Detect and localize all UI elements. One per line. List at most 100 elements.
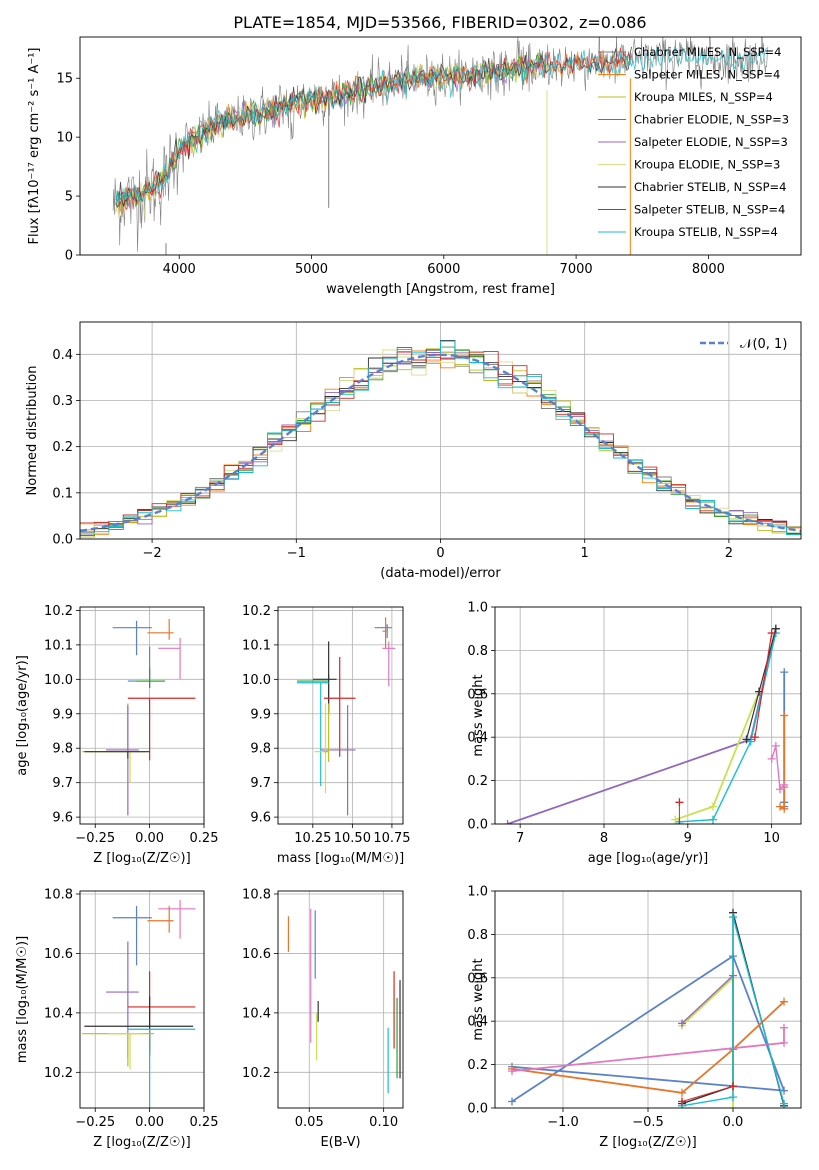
panel-weight_vs_age: 7 8 9 10 0.0 0.2 0.4 0.6 0.8 1.0 age [log₁₀(age/yr… bbox=[467, 601, 802, 866]
x-tick-label: 8 bbox=[600, 831, 608, 846]
plot-area bbox=[80, 339, 801, 538]
x-tick-label: 9 bbox=[684, 831, 692, 846]
y-tick-label: 10.4 bbox=[44, 1006, 73, 1021]
legend-label: Salpeter STELIB, N_SSP=4 bbox=[634, 203, 785, 217]
y-tick-label: 9.8 bbox=[52, 742, 73, 757]
weight-line bbox=[779, 715, 786, 811]
weight-marker bbox=[767, 629, 776, 638]
y-tick-label: 0.4 bbox=[467, 1015, 488, 1030]
weight-line bbox=[511, 1001, 785, 1094]
x-tick-label: 0.05 bbox=[295, 1115, 324, 1130]
weight-marker bbox=[742, 735, 751, 744]
weight-marker bbox=[750, 733, 759, 742]
weight-marker bbox=[776, 802, 785, 811]
weight-marker bbox=[767, 754, 776, 763]
y-tick-label: 1.0 bbox=[467, 885, 488, 900]
x-axis-label: Z [log₁₀(Z/Z☉)] bbox=[599, 1135, 696, 1150]
y-tick-label: 9.8 bbox=[250, 742, 271, 757]
x-tick-label: 0.0 bbox=[723, 1115, 744, 1130]
weight-marker bbox=[508, 1097, 516, 1106]
panel-spectrum: 4000 5000 6000 7000 8000 0 5 10 15 wavelength [An… bbox=[27, 36, 802, 297]
y-tick-label: 10.2 bbox=[242, 1066, 271, 1081]
y-tick-label: 0.3 bbox=[52, 394, 73, 409]
y-tick-label: 0.6 bbox=[467, 687, 488, 702]
y-tick-label: 9.9 bbox=[52, 707, 73, 722]
y-tick-label: 9.6 bbox=[250, 811, 271, 826]
y-axis-label: mass weight bbox=[471, 674, 486, 756]
weight-marker bbox=[780, 1038, 788, 1047]
panel-age_vs_mass: 10.25 10.50 10.75 9.6 9.7 9.8 9.9 10.0 10.1 10.2 m… bbox=[242, 604, 410, 866]
weight-marker bbox=[780, 1099, 788, 1108]
hist-step-s_stelib bbox=[80, 351, 801, 534]
y-tick-label: 9.7 bbox=[250, 776, 271, 791]
axes-frame bbox=[79, 606, 205, 825]
legend-label: Chabrier ELODIE, N_SSP=3 bbox=[634, 113, 789, 127]
weight-marker bbox=[771, 741, 780, 750]
x-tick-label: 7000 bbox=[560, 262, 593, 277]
legend-label: 𝒩(0, 1) bbox=[740, 337, 787, 352]
y-tick-label: 0.2 bbox=[467, 774, 488, 789]
weight-marker bbox=[729, 913, 737, 922]
weight-marker bbox=[780, 711, 789, 720]
y-axis-label: Flux [fλ10⁻¹⁷ erg cm⁻² s⁻¹ A⁻¹] bbox=[27, 48, 42, 245]
model-line-s_elodie bbox=[115, 55, 548, 212]
y-tick-label: 0.2 bbox=[467, 1058, 488, 1073]
y-tick-label: 0.4 bbox=[52, 348, 73, 363]
weight-marker bbox=[780, 1023, 788, 1032]
x-tick-label: 5000 bbox=[295, 262, 328, 277]
y-tick-label: 15 bbox=[56, 72, 73, 87]
model-line-k_stelib bbox=[115, 46, 767, 205]
y-tick-label: 0.1 bbox=[52, 486, 73, 501]
x-axis-label: age [log₁₀(age/yr)] bbox=[588, 851, 709, 866]
y-tick-label: 0.4 bbox=[467, 731, 488, 746]
weight-marker bbox=[671, 815, 680, 824]
x-tick-label: −0.5 bbox=[632, 1115, 664, 1130]
x-axis-label: Z [log₁₀(Z/Z☉)] bbox=[93, 851, 190, 866]
legend-label: Chabrier MILES, N_SSP=4 bbox=[634, 45, 781, 59]
weight-marker bbox=[780, 997, 788, 1006]
y-tick-label: 10.2 bbox=[44, 1066, 73, 1081]
weight-marker bbox=[780, 1086, 788, 1095]
y-tick-label: 9.9 bbox=[250, 707, 271, 722]
x-tick-label: 10.75 bbox=[373, 831, 410, 846]
weight-marker bbox=[708, 802, 717, 811]
weight-marker bbox=[503, 820, 512, 824]
x-tick-label: 8000 bbox=[692, 262, 725, 277]
y-tick-label: 1.0 bbox=[467, 601, 488, 616]
plot-area bbox=[112, 37, 769, 255]
weight-line bbox=[681, 916, 785, 1107]
weight-marker bbox=[729, 1082, 737, 1091]
weight-line bbox=[771, 745, 785, 791]
x-tick-label: 10 bbox=[763, 831, 780, 846]
x-axis-label: wavelength [Angstrom, rest frame] bbox=[326, 282, 555, 297]
figure-title: PLATE=1854, MJD=53566, FIBERID=0302, z=0… bbox=[233, 13, 646, 32]
x-axis-label: Z [log₁₀(Z/Z☉)] bbox=[93, 1135, 190, 1150]
y-tick-label: 10.1 bbox=[242, 638, 271, 653]
x-tick-label: 0.25 bbox=[190, 1115, 219, 1130]
plot-area bbox=[508, 908, 788, 1108]
weight-marker bbox=[678, 1088, 686, 1097]
weight-marker bbox=[780, 668, 789, 677]
y-tick-label: 5 bbox=[65, 190, 73, 205]
weight-marker bbox=[780, 804, 789, 813]
weight-line bbox=[754, 632, 773, 738]
legend-label: Chabrier STELIB, N_SSP=4 bbox=[634, 180, 786, 194]
legend-label: Kroupa ELODIE, N_SSP=3 bbox=[634, 158, 780, 172]
x-tick-label: −0.25 bbox=[75, 831, 115, 846]
weight-marker bbox=[675, 820, 684, 824]
y-tick-label: 10.2 bbox=[44, 604, 73, 619]
y-tick-label: 10.8 bbox=[242, 887, 271, 902]
x-tick-label: 0.00 bbox=[135, 1115, 164, 1130]
y-tick-label: 0.8 bbox=[467, 644, 488, 659]
x-tick-label: 7 bbox=[516, 831, 524, 846]
plot-area bbox=[287, 908, 401, 1094]
legend-label: Kroupa MILES, N_SSP=4 bbox=[634, 90, 773, 104]
x-tick-label: −2 bbox=[143, 546, 162, 561]
panel-mass_vs_EBV: 0.05 0.10 10.2 10.4 10.6 10.8 E(B-V) bbox=[242, 887, 404, 1150]
weight-marker bbox=[708, 815, 717, 824]
weight-marker bbox=[678, 1019, 686, 1028]
y-tick-label: 10.0 bbox=[44, 673, 73, 688]
weight-marker bbox=[508, 1067, 516, 1076]
axes-frame bbox=[277, 890, 404, 1109]
y-tick-label: 0.2 bbox=[52, 440, 73, 455]
